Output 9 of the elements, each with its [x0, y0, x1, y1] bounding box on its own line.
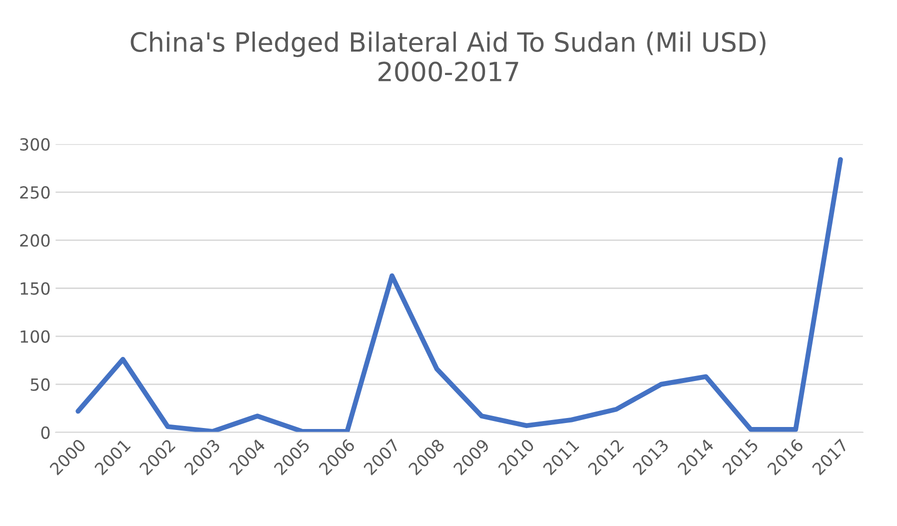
y-tick-label: 200 [20, 234, 50, 247]
y-tick-label: 100 [20, 330, 50, 343]
chart-title: China's Pledged Bilateral Aid To Sudan (Mil USD) 2000-2017 [130, 32, 766, 82]
y-tick-label: 150 [20, 282, 50, 295]
y-tick-label: 0 [41, 426, 50, 439]
line-series [76, 157, 843, 432]
y-tick-label: 300 [20, 138, 50, 151]
y-tick-label: 50 [30, 378, 50, 391]
y-tick-label: 250 [20, 186, 50, 199]
